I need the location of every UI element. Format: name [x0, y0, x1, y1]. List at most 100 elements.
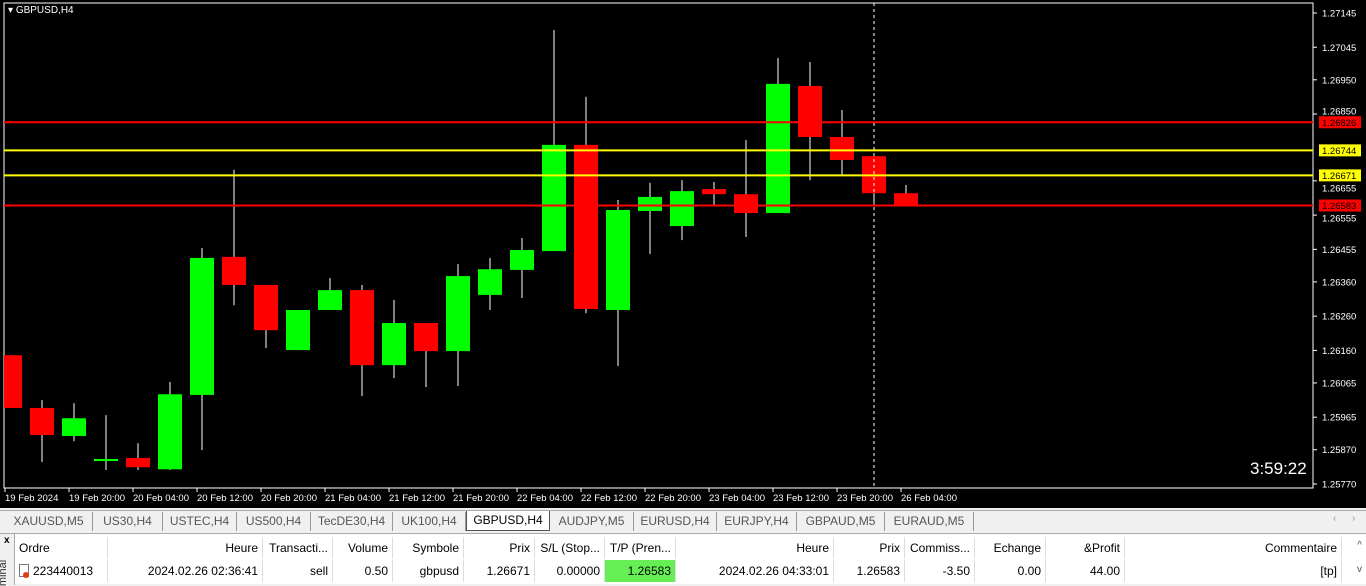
bull-candle [62, 418, 86, 437]
column-header-9[interactable]: Prix [834, 537, 905, 559]
candle-countdown: 3:59:22 [1250, 459, 1307, 478]
bull-candle [158, 394, 182, 470]
cell-10: -3.50 [905, 560, 975, 582]
cell-8: 2024.02.26 04:33:01 [676, 560, 834, 582]
column-header-2[interactable]: Transacti... [263, 537, 333, 559]
time-tick-label: 23 Feb 20:00 [837, 493, 893, 504]
scroll-down-icon[interactable]: v [1357, 564, 1362, 575]
price-tick-label: 1.27045 [1322, 43, 1356, 54]
column-header-1[interactable]: Heure [108, 537, 263, 559]
time-tick-label: 21 Feb 12:00 [389, 493, 445, 504]
cell-12: 44.00 [1046, 560, 1125, 582]
bull-candle [478, 269, 502, 295]
close-icon[interactable]: x [4, 535, 10, 546]
time-tick-label: 19 Feb 20:00 [69, 493, 125, 504]
bear-candle [350, 290, 374, 366]
tab-uk100-h4[interactable]: UK100,H4 [393, 512, 466, 531]
column-header-0[interactable]: Ordre [15, 537, 108, 559]
price-tick-label: 1.26455 [1322, 245, 1356, 256]
price-tick-label: 1.26065 [1322, 378, 1356, 389]
bull-candle [542, 144, 566, 252]
tab-us30-h4[interactable]: US30,H4 [93, 512, 163, 531]
time-tick-label: 22 Feb 04:00 [517, 493, 573, 504]
column-header-5[interactable]: Prix [464, 537, 535, 559]
cell-2: sell [263, 560, 333, 582]
price-level-label-bg [1319, 169, 1361, 182]
time-tick-label: 20 Feb 20:00 [261, 493, 317, 504]
chart-symbol: GBPUSD,H4 [15, 5, 74, 16]
cell-7: 1.26583 [605, 560, 676, 582]
price-chart[interactable]: 1.27145 1.27045 1.26950 1.26850 1.26655 1.265… [0, 0, 1366, 508]
time-tick-label: 26 Feb 04:00 [901, 493, 957, 504]
time-tick-label: 23 Feb 12:00 [773, 493, 829, 504]
column-header-8[interactable]: Heure [676, 537, 834, 559]
scroll-right-icon[interactable]: › [1352, 513, 1356, 524]
price-tick-label: 1.26555 [1322, 214, 1356, 225]
bear-candle [702, 189, 726, 195]
price-tick-label: 1.25770 [1322, 480, 1356, 491]
price-level-label-bg [1319, 199, 1361, 212]
tab-gbpusd-h4[interactable]: GBPUSD,H4 [466, 511, 550, 531]
tab-gbpaud-m5[interactable]: GBPAUD,M5 [797, 512, 885, 531]
tab-xauusd-m5[interactable]: XAUUSD,M5 [5, 512, 93, 531]
tab-ustec-h4[interactable]: USTEC,H4 [163, 512, 237, 531]
tab-eurjpy-h4[interactable]: EURJPY,H4 [717, 512, 797, 531]
column-header-11[interactable]: Echange [975, 537, 1046, 559]
tab-tecde30-h4[interactable]: TecDE30,H4 [311, 512, 393, 531]
bear-candle [894, 193, 918, 207]
cell-9: 1.26583 [834, 560, 905, 582]
column-header-10[interactable]: Commiss... [905, 537, 975, 559]
time-tick-label: 20 Feb 04:00 [133, 493, 189, 504]
bull-candle [318, 290, 342, 310]
price-level-label-bg [1319, 116, 1361, 129]
price-level-label: 1.26744 [1322, 146, 1356, 157]
cell-11: 0.00 [975, 560, 1046, 582]
price-tick-label: 1.26850 [1322, 106, 1356, 117]
bear-candle [126, 457, 150, 468]
bear-candle [254, 284, 278, 331]
bull-candle [94, 458, 118, 462]
tab-euraud-m5[interactable]: EURAUD,M5 [885, 512, 974, 531]
column-header-12[interactable]: &Profit [1046, 537, 1125, 559]
bear-candle [798, 85, 822, 138]
bull-candle [286, 309, 310, 351]
bear-candle [414, 323, 438, 352]
scroll-up-icon[interactable]: ^ [1357, 540, 1362, 551]
order-status-dot [23, 572, 29, 578]
scroll-left-icon[interactable]: ‹ [1333, 513, 1337, 524]
price-level-label: 1.26826 [1322, 118, 1356, 129]
cell-13: [tp] [1125, 560, 1342, 582]
column-header-3[interactable]: Volume [333, 537, 393, 559]
time-tick-label: 20 Feb 12:00 [197, 493, 253, 504]
price-tick-label: 1.25965 [1322, 413, 1356, 424]
bear-candle [574, 144, 598, 309]
order-id: 223440013 [33, 564, 94, 578]
bear-candle [4, 355, 22, 408]
order-icon [19, 564, 29, 578]
dropdown-arrow-icon[interactable]: ▾ [8, 5, 14, 16]
cell-0: 223440013 [15, 560, 108, 582]
price-tick-label: 1.25870 [1322, 445, 1356, 456]
cell-1: 2024.02.26 02:36:41 [108, 560, 263, 582]
bear-candle [222, 256, 246, 285]
tab-us500-h4[interactable]: US500,H4 [237, 512, 311, 531]
price-level-label: 1.26671 [1322, 171, 1356, 182]
price-tick-label: 1.26655 [1322, 183, 1356, 194]
candlestick-chart[interactable]: 1.27145 1.27045 1.26950 1.26850 1.26655 1.265… [0, 0, 1366, 508]
price-tick-label: 1.27145 [1322, 9, 1356, 20]
column-header-7[interactable]: T/P (Pren... [605, 537, 676, 559]
column-header-13[interactable]: Commentaire [1125, 537, 1342, 559]
terminal-panel: x minal Ordre Heure Transacti... Volume Symb… [0, 533, 1366, 586]
time-tick-label: 21 Feb 04:00 [325, 493, 381, 504]
bear-candle [30, 407, 54, 436]
chart-tabs: XAUUSD,M5 US30,H4 USTEC,H4 US500,H4 TecDE30,… [0, 510, 1366, 531]
cell-5: 1.26671 [464, 560, 535, 582]
column-header-4[interactable]: Symbole [393, 537, 464, 559]
tab-audjpy-m5[interactable]: AUDJPY,M5 [550, 512, 634, 531]
time-tick-label: 21 Feb 20:00 [453, 493, 509, 504]
time-tick-label: 22 Feb 20:00 [645, 493, 701, 504]
terminal-sidebar: x minal [0, 534, 15, 586]
tab-eurusd-h4[interactable]: EURUSD,H4 [634, 512, 717, 531]
time-tick-label: 22 Feb 12:00 [581, 493, 637, 504]
column-header-6[interactable]: S/L (Stop... [535, 537, 605, 559]
